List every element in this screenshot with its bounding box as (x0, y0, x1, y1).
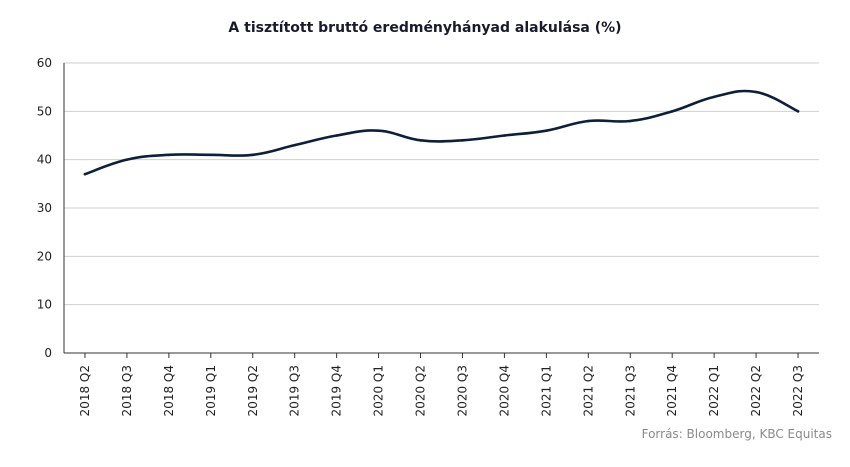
series-line-0 (83, 89, 800, 176)
data-point (335, 134, 338, 137)
data-point (628, 119, 632, 123)
chart-title: A tisztított bruttó eredményhányad alaku… (228, 20, 622, 36)
x-tick-label: 2020 Q3 (455, 365, 469, 416)
x-tick-label: 2019 Q1 (204, 365, 218, 416)
x-tick-labels: 2018 Q2 2018 Q3 2018 Q4 2019 Q1 2019 Q2 2019 … (78, 365, 805, 416)
x-tick-label: 2022 Q1 (707, 365, 721, 416)
x-tick-label: 2021 Q4 (665, 365, 679, 416)
x-tick-label: 2021 Q2 (581, 365, 595, 416)
y-tick-label: 60 (37, 56, 52, 70)
y-tick-labels: 0 10 20 30 40 50 60 (37, 56, 52, 360)
y-tick-label: 30 (37, 201, 52, 215)
x-tick-label: 2021 Q3 (623, 365, 637, 416)
x-tick-label: 2019 Q3 (288, 365, 302, 416)
data-point (293, 143, 296, 147)
data-point (545, 129, 548, 132)
series (83, 89, 800, 176)
x-tick-label: 2021 Q1 (539, 365, 553, 416)
data-point (461, 139, 464, 142)
data-point (503, 134, 506, 137)
x-tick-label: 2019 Q2 (246, 365, 260, 416)
data-point (712, 95, 716, 99)
gridlines (64, 62, 819, 306)
axes (63, 63, 819, 358)
data-point (125, 158, 129, 161)
y-tick-label: 10 (37, 298, 52, 312)
x-tick-label: 2022 Q2 (749, 365, 763, 416)
y-tick-label: 50 (37, 104, 52, 118)
x-tick-label: 2019 Q4 (330, 365, 344, 416)
x-tick-label: 2020 Q1 (372, 365, 386, 416)
data-point (587, 119, 590, 123)
data-point (796, 110, 800, 113)
data-point (670, 110, 674, 113)
x-tick-label: 2018 Q2 (78, 365, 92, 416)
y-tick-label: 0 (44, 346, 52, 360)
data-point (209, 153, 213, 157)
data-point (419, 139, 422, 142)
y-tick-label: 20 (37, 249, 52, 263)
data-point (377, 129, 380, 132)
x-tick-label: 2018 Q3 (120, 365, 134, 416)
x-tick-label: 2018 Q4 (162, 365, 176, 416)
data-point (83, 172, 87, 176)
data-point (754, 90, 758, 94)
y-tick-label: 40 (37, 153, 52, 167)
data-point (251, 153, 255, 157)
source-note: Forrás: Bloomberg, KBC Equitas (641, 427, 832, 441)
x-tick-label: 2020 Q4 (497, 365, 511, 416)
x-tick-label: 2022 Q3 (791, 365, 805, 416)
x-tick-label: 2020 Q2 (414, 365, 428, 416)
data-point (167, 153, 171, 157)
